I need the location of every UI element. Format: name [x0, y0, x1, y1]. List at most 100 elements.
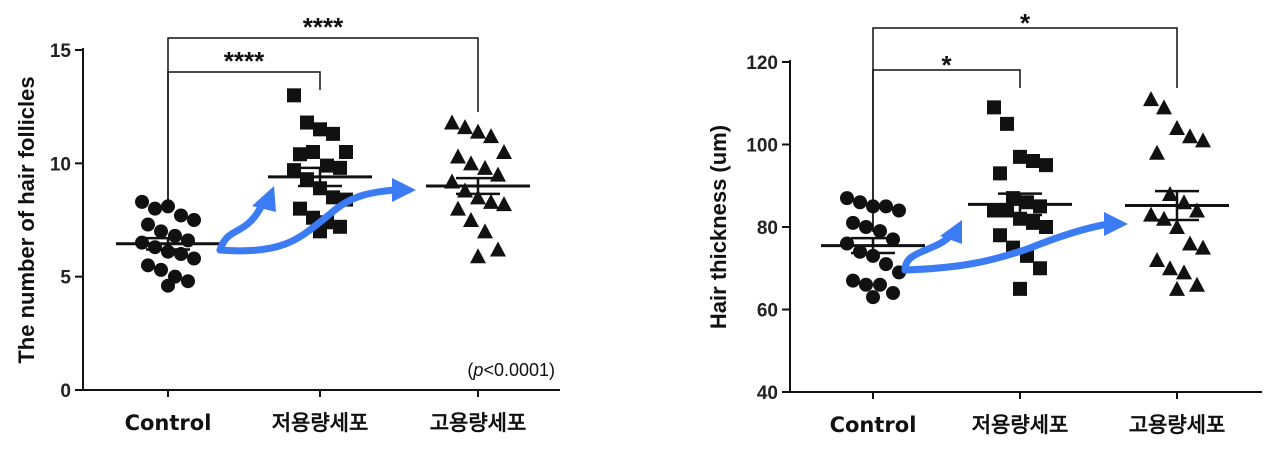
p-value-symbol: p: [472, 360, 483, 380]
significance-label: *: [941, 50, 952, 80]
trend-arrow-thickness-low: [901, 232, 954, 274]
data-point-square: [339, 145, 353, 159]
data-point-triangle: [450, 200, 466, 216]
data-point-triangle: [477, 223, 493, 239]
data-point-square: [1033, 199, 1047, 214]
trend-arrow-low-dose: [216, 201, 266, 254]
data-point-triangle: [1143, 206, 1159, 222]
data-point-triangle: [1182, 235, 1198, 251]
data-point-square: [993, 228, 1007, 243]
data-point-triangle: [483, 128, 499, 144]
data-point-square: [987, 100, 1001, 115]
data-point-circle: [866, 290, 880, 305]
data-point-circle: [141, 258, 155, 273]
y-tick-label: 60: [757, 301, 778, 322]
data-point-square: [326, 126, 340, 141]
data-point-triangle: [1169, 219, 1185, 234]
trend-arrow-thickness-high-head: [1104, 212, 1128, 236]
data-point-triangle: [1189, 276, 1205, 292]
y-tick-label: 10: [50, 154, 71, 175]
significance-bracket: [167, 37, 479, 210]
y-tick-label: 100: [746, 136, 778, 157]
data-point-square: [1000, 116, 1014, 131]
data-point-triangle: [1156, 210, 1172, 226]
data-point-triangle: [463, 155, 479, 171]
y-axis-title: Hair thickness (um): [706, 125, 731, 329]
data-point-triangle: [1149, 252, 1165, 267]
data-point-square: [306, 145, 320, 159]
data-point-square: [1039, 220, 1053, 234]
trend-arrow-low-dose-head: [252, 186, 276, 212]
y-tick-label: 80: [757, 218, 778, 239]
data-point-circle: [892, 203, 906, 218]
data-point-triangle: [1176, 264, 1192, 280]
significance-bracket: [872, 27, 1178, 232]
data-point-circle: [187, 251, 201, 266]
data-point-circle: [161, 278, 175, 293]
data-point-triangle: [457, 119, 473, 135]
data-point-circle: [135, 194, 149, 209]
data-point-triangle: [1162, 260, 1178, 276]
y-tick-label: 40: [757, 383, 778, 404]
data-point-circle: [181, 274, 195, 289]
data-point-circle: [886, 286, 900, 300]
y-tick-label: 5: [60, 268, 71, 289]
data-point-triangle: [470, 189, 486, 205]
data-point-square: [293, 147, 307, 162]
significance-label: ****: [224, 46, 265, 76]
data-point-triangle: [1182, 128, 1198, 144]
data-point-triangle: [450, 148, 466, 164]
y-tick-label: 0: [60, 381, 71, 402]
trend-arrow-thickness-high: [901, 220, 1112, 274]
y-axis-title: The number of hair follicles: [14, 76, 39, 363]
data-point-triangle: [1156, 99, 1172, 115]
x-category-label: 저용량세포: [272, 411, 369, 435]
data-point-triangle: [1143, 91, 1159, 107]
data-point-circle: [840, 191, 854, 206]
data-point-circle: [187, 213, 201, 227]
data-point-circle: [154, 262, 168, 277]
data-point-triangle: [1162, 186, 1178, 201]
data-point-circle: [879, 257, 893, 272]
data-point-square: [1013, 149, 1027, 164]
p-value-threshold: <0.0001): [483, 360, 555, 380]
data-point-square: [333, 219, 347, 234]
data-point-triangle: [1195, 132, 1211, 148]
data-point-triangle: [1149, 144, 1165, 160]
data-point-triangle: [1169, 280, 1185, 296]
x-category-label: 고용량세포: [430, 411, 527, 435]
data-point-circle: [154, 224, 168, 239]
data-point-triangle: [496, 144, 512, 159]
data-point-square: [1033, 261, 1047, 276]
data-point-triangle: [483, 193, 499, 209]
data-point-square: [987, 203, 1001, 218]
data-point-square: [1039, 158, 1053, 173]
trend-arrow-thickness-low-head: [940, 220, 962, 244]
x-category-label: Control: [125, 411, 212, 435]
data-point-square: [326, 190, 340, 205]
data-point-square: [287, 163, 301, 178]
data-point-circle: [879, 199, 893, 214]
data-point-square: [1013, 281, 1027, 296]
p-value-open: (: [467, 360, 473, 380]
panel-hair-thickness: 40 60 80 100 120 Control 저용량세포 고용량세포 Hair thickn…: [706, 8, 1262, 437]
x-category-label: 고용량세포: [1129, 413, 1226, 437]
data-point-circle: [853, 195, 867, 210]
data-point-triangle: [1189, 202, 1205, 218]
data-point-triangle: [470, 248, 486, 264]
data-point-square: [313, 122, 327, 137]
data-point-circle: [846, 215, 860, 230]
data-point-triangle: [470, 123, 486, 139]
data-point-triangle: [444, 114, 460, 130]
significance-label: ****: [303, 12, 344, 42]
data-point-circle: [859, 277, 873, 292]
data-point-circle: [141, 217, 155, 232]
panel-hair-follicles: 0 5 10 15 Control 저용량세포 고용량세포 The number of hai…: [14, 12, 560, 435]
y-tick-label: 120: [746, 53, 778, 74]
data-point-triangle: [1195, 239, 1211, 255]
data-point-triangle: [1169, 120, 1185, 135]
trend-arrow-high-dose-head: [392, 178, 416, 202]
y-tick-label: 15: [50, 41, 72, 62]
data-point-circle: [859, 220, 873, 234]
